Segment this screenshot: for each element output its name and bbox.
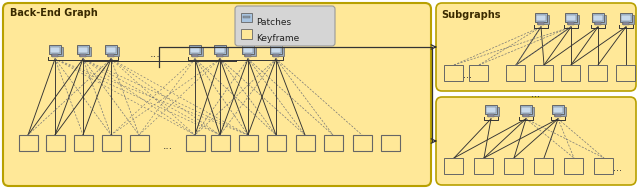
Bar <box>189 45 201 54</box>
Bar <box>537 15 549 24</box>
Bar <box>244 47 256 56</box>
Bar <box>488 114 493 117</box>
Bar <box>191 47 203 56</box>
Bar <box>474 158 493 174</box>
Bar <box>534 65 553 81</box>
Text: ...: ... <box>463 70 472 80</box>
Bar <box>353 135 371 151</box>
Bar <box>214 45 226 54</box>
Bar <box>216 47 228 56</box>
Bar <box>273 54 279 57</box>
Bar <box>622 15 634 24</box>
Bar <box>538 22 544 25</box>
Bar <box>241 13 252 22</box>
Bar <box>80 54 86 57</box>
Bar <box>191 46 200 53</box>
Bar <box>79 46 88 53</box>
Bar <box>552 105 564 114</box>
Bar <box>588 65 607 81</box>
Bar <box>566 15 575 21</box>
Bar <box>239 135 257 151</box>
Bar <box>245 54 251 57</box>
Bar <box>522 107 534 116</box>
Bar <box>506 65 525 81</box>
Text: Back-End Graph: Back-End Graph <box>10 8 98 18</box>
Bar <box>79 47 91 56</box>
Bar <box>272 47 284 56</box>
Bar <box>561 65 580 81</box>
Bar <box>564 158 583 174</box>
Bar <box>534 158 553 174</box>
Bar <box>487 107 499 116</box>
Bar <box>594 158 613 174</box>
Bar <box>595 22 601 25</box>
Bar <box>211 135 230 151</box>
Bar <box>192 54 198 57</box>
Bar <box>469 65 488 81</box>
Bar <box>243 46 253 53</box>
Bar <box>74 135 93 151</box>
Bar <box>51 46 60 53</box>
Bar <box>554 107 566 116</box>
Bar <box>102 135 120 151</box>
Bar <box>296 135 314 151</box>
Bar <box>108 54 114 57</box>
Bar <box>49 45 61 54</box>
Bar <box>107 47 119 56</box>
Bar <box>217 54 223 57</box>
Bar <box>444 65 463 81</box>
Bar <box>522 106 531 113</box>
Bar <box>616 65 635 81</box>
Bar <box>621 15 630 21</box>
Bar <box>129 135 148 151</box>
Bar <box>266 135 285 151</box>
FancyBboxPatch shape <box>436 3 636 91</box>
FancyBboxPatch shape <box>235 6 335 46</box>
Bar <box>554 106 563 113</box>
Bar <box>106 46 116 53</box>
Bar <box>45 135 65 151</box>
Bar <box>556 114 561 117</box>
Bar <box>241 29 252 39</box>
Bar <box>242 45 254 54</box>
Text: ...: ... <box>531 89 541 99</box>
Bar <box>216 46 225 53</box>
Bar <box>592 13 604 22</box>
Bar <box>323 135 342 151</box>
Bar <box>243 16 250 18</box>
Bar <box>381 135 399 151</box>
Bar <box>52 54 58 57</box>
Bar <box>567 15 579 24</box>
Bar <box>444 158 463 174</box>
Bar <box>186 135 205 151</box>
Text: Subgraphs: Subgraphs <box>441 10 500 20</box>
FancyBboxPatch shape <box>436 97 636 185</box>
Text: Keyframe: Keyframe <box>256 34 300 43</box>
Bar <box>485 105 497 114</box>
Bar <box>51 47 63 56</box>
Bar <box>271 46 280 53</box>
Bar <box>623 22 628 25</box>
Bar <box>504 158 523 174</box>
Text: Patches: Patches <box>256 18 291 27</box>
Bar <box>486 106 495 113</box>
Bar <box>77 45 89 54</box>
FancyBboxPatch shape <box>3 3 431 186</box>
Text: ...: ... <box>614 163 623 173</box>
Bar <box>536 15 545 21</box>
Bar <box>593 15 602 21</box>
Bar <box>568 22 573 25</box>
Text: ...: ... <box>163 141 173 151</box>
Bar <box>524 114 529 117</box>
Bar <box>594 15 606 24</box>
Bar <box>105 45 117 54</box>
Bar <box>565 13 577 22</box>
Bar <box>620 13 632 22</box>
Bar <box>270 45 282 54</box>
Bar <box>520 105 532 114</box>
Bar <box>535 13 547 22</box>
Text: ...: ... <box>150 49 161 59</box>
Bar <box>19 135 38 151</box>
